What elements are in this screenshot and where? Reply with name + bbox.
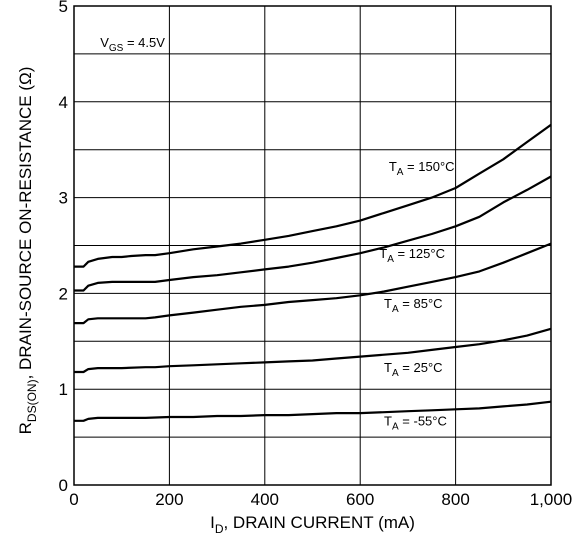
series-curve-0 <box>74 123 552 268</box>
x-axis-title: ID, DRAIN CURRENT (mA) <box>210 513 415 536</box>
y-tick-label: 4 <box>59 93 68 112</box>
y-tick-label: 1 <box>59 380 68 399</box>
plot-frame <box>73 5 552 486</box>
series-label-0: TA = 150°C <box>389 159 455 178</box>
x-tick-label: 200 <box>155 490 183 509</box>
series-label-3: TA = 25°C <box>384 360 443 379</box>
y-axis-title: RDS(ON), DRAIN-SOURCE ON-RESISTANCE (Ω) <box>16 67 39 435</box>
grid-lines <box>74 6 551 485</box>
series-curve-4 <box>74 400 552 422</box>
series-curve-2 <box>74 242 552 325</box>
vgs-annotation: VGS = 4.5V <box>100 35 165 54</box>
y-tick-label: 3 <box>59 189 68 208</box>
x-tick-label: 400 <box>251 490 279 509</box>
series-label-1: TA = 125°C <box>379 246 445 265</box>
x-tick-label: 600 <box>346 490 374 509</box>
x-tick-label: 800 <box>441 490 469 509</box>
y-tick-label: 0 <box>59 476 68 495</box>
series-curves <box>74 123 552 422</box>
tick-labels: 0 200 400 600 800 1,000 0 1 2 3 4 5 <box>59 0 573 509</box>
series-label-2: TA = 85°C <box>384 296 443 315</box>
series-labels: TA = 150°C TA = 125°C TA = 85°C TA = 25°C TA… <box>379 159 454 433</box>
x-tick-label: 1,000 <box>530 490 573 509</box>
x-tick-label: 0 <box>69 490 78 509</box>
series-curve-1 <box>74 175 552 292</box>
series-label-4: TA = -55°C <box>384 414 447 433</box>
series-curve-3 <box>74 327 552 374</box>
y-tick-label: 5 <box>59 0 68 16</box>
y-tick-label: 2 <box>59 284 68 303</box>
